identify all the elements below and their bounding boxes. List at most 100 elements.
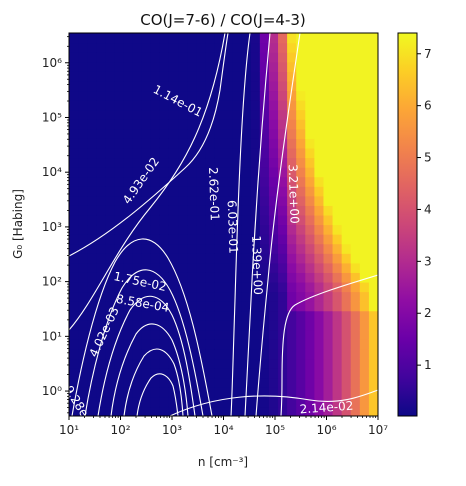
heatmap-cell (214, 272, 225, 283)
heatmap-cell (368, 301, 378, 312)
heatmap-cell (341, 119, 352, 130)
heatmap-cell (296, 396, 306, 408)
heatmap-cell (150, 42, 161, 53)
heatmap-cell (123, 281, 134, 293)
heatmap-cell (69, 52, 79, 63)
heatmap-cell (232, 310, 243, 321)
heatmap-cell (178, 205, 188, 216)
heatmap-cell (150, 119, 161, 130)
heatmap-cell (332, 291, 343, 302)
heatmap-cell (123, 348, 134, 360)
heatmap-cell (232, 138, 243, 149)
contour-line (280, 274, 378, 416)
heatmap-cell (341, 396, 352, 408)
heatmap-cell (368, 387, 378, 398)
heatmap-cell (87, 301, 97, 312)
heatmap-cell (296, 214, 306, 226)
heatmap-cell (232, 176, 243, 187)
heatmap-cell (250, 272, 261, 283)
heatmap-cell (178, 329, 188, 340)
heatmap-cell (241, 243, 252, 254)
heatmap-cell (232, 396, 243, 408)
heatmap-cell (141, 205, 152, 216)
heatmap-cell (350, 272, 361, 283)
heatmap-cell (132, 80, 143, 92)
heatmap-cell (96, 377, 106, 388)
heatmap-cell (168, 71, 179, 82)
y-tick-label: 10⁵ (42, 110, 62, 124)
heatmap-cell (196, 310, 206, 321)
heatmap-cell (96, 100, 106, 111)
heatmap-cell (305, 176, 315, 187)
heatmap-cell (196, 176, 206, 187)
heatmap-cell (96, 301, 106, 312)
heatmap-cell (187, 272, 197, 283)
heatmap-cell (223, 301, 234, 312)
heatmap-cell (305, 186, 315, 197)
heatmap-cell (250, 358, 261, 369)
heatmap-cell (296, 301, 306, 312)
heatmap-cell (323, 262, 334, 273)
heatmap-cell (232, 358, 243, 369)
heatmap-cell (278, 100, 288, 111)
heatmap-cell (78, 71, 88, 82)
contour-line (69, 33, 226, 331)
heatmap-cell (178, 138, 188, 149)
heatmap-cell (96, 147, 106, 159)
heatmap-cell (368, 339, 378, 350)
heatmap-cell (323, 329, 334, 340)
heatmap-cell (123, 176, 134, 187)
y-tick-label: 10⁴ (42, 165, 62, 179)
heatmap-cell (278, 128, 288, 139)
heatmap-cell (196, 406, 206, 416)
heatmap-cell (96, 80, 106, 92)
heatmap-cell (259, 262, 270, 273)
heatmap-cell (159, 253, 170, 264)
heatmap-cell (159, 329, 170, 340)
heatmap-cell (305, 157, 315, 168)
heatmap-cell (205, 33, 216, 44)
heatmap-cell (69, 176, 79, 187)
heatmap-cell (187, 234, 197, 245)
heatmap-cell (78, 176, 88, 187)
heatmap-cell (296, 119, 306, 130)
heatmap-cell (323, 214, 334, 226)
heatmap-cell (268, 272, 279, 283)
heatmap-cell (259, 387, 270, 398)
heatmap-cell (223, 253, 234, 264)
heatmap-cell (69, 329, 79, 340)
heatmap-cell (368, 329, 378, 340)
heatmap-cell (250, 262, 261, 273)
heatmap-cell (305, 52, 315, 63)
heatmap-cell (341, 262, 352, 273)
heatmap-cell (96, 42, 106, 53)
heatmap-cell (196, 42, 206, 53)
heatmap-cell (350, 80, 361, 92)
heatmap-cell (278, 195, 288, 206)
heatmap-cell (132, 61, 143, 72)
heatmap-cell (159, 281, 170, 293)
heatmap-cell (241, 291, 252, 302)
heatmap-cell (314, 339, 325, 350)
heatmap-cell (314, 119, 325, 130)
heatmap-cell (359, 339, 370, 350)
heatmap-cell (368, 42, 378, 53)
heatmap-cell (96, 272, 106, 283)
heatmap-cell (187, 262, 197, 273)
heatmap-cell (114, 377, 125, 388)
heatmap-cell (87, 33, 97, 44)
heatmap-cell (196, 61, 206, 72)
heatmap-cell (241, 33, 252, 44)
heatmap-cell (350, 195, 361, 206)
heatmap-cell (132, 109, 143, 120)
heatmap-cell (259, 167, 270, 178)
heatmap-cell (278, 262, 288, 273)
heatmap-cell (287, 310, 297, 321)
heatmap-cell (205, 109, 216, 120)
heatmap-cell (314, 128, 325, 139)
heatmap-cell (268, 42, 279, 53)
heatmap-cell (114, 138, 125, 149)
heatmap-cell (141, 90, 152, 101)
heatmap-cell (214, 358, 225, 369)
heatmap-cell (232, 406, 243, 416)
